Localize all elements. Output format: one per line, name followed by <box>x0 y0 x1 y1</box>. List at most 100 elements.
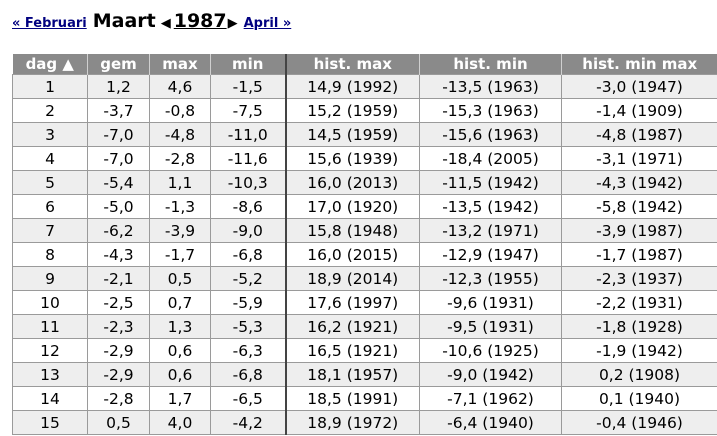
cell-hist-min: -12,9 (1947) <box>419 242 562 267</box>
cell-gem: -7,0 <box>87 122 150 147</box>
table-row: 2 -3,7 -0,8 -7,5 15,2 (1959) -15,3 (1963) -1,4… <box>12 98 717 123</box>
cell-max: -1,7 <box>149 242 211 267</box>
column-header-hist-min[interactable]: hist. min <box>419 54 562 75</box>
cell-hist-min: -7,1 (1962) <box>419 386 562 411</box>
cell-hist-max: 14,5 (1959) <box>284 122 420 147</box>
cell-hist-max: 14,9 (1992) <box>284 74 420 99</box>
cell-dag: 9 <box>12 266 88 291</box>
column-header-gem[interactable]: gem <box>87 54 150 75</box>
cell-min: -6,8 <box>210 242 286 267</box>
table-row: 7 -6,2 -3,9 -9,0 15,8 (1948) -13,2 (1971) -3,9… <box>12 218 717 243</box>
cell-gem: -5,0 <box>87 194 150 219</box>
cell-hist-min: -15,6 (1963) <box>419 122 562 147</box>
cell-gem: -2,9 <box>87 338 150 363</box>
column-header-hist-max[interactable]: hist. max <box>284 54 420 75</box>
prev-month-link[interactable]: « Februari <box>12 16 87 31</box>
cell-max: 0,6 <box>149 338 211 363</box>
cell-hist-min-max: -4,3 (1942) <box>561 170 717 195</box>
cell-hist-max: 15,6 (1939) <box>284 146 420 171</box>
cell-max: -3,9 <box>149 218 211 243</box>
cell-max: 1,7 <box>149 386 211 411</box>
year-selector[interactable]: 1987 <box>173 10 227 32</box>
cell-gem: -2,3 <box>87 314 150 339</box>
cell-dag: 10 <box>12 290 88 315</box>
cell-max: -2,8 <box>149 146 211 171</box>
cell-hist-max: 16,2 (1921) <box>284 314 420 339</box>
cell-gem: -2,9 <box>87 362 150 387</box>
cell-hist-max: 18,9 (2014) <box>284 266 420 291</box>
cell-gem: 1,2 <box>87 74 150 99</box>
cell-hist-min-max: 0,1 (1940) <box>561 386 717 411</box>
cell-gem: -2,1 <box>87 266 150 291</box>
cell-gem: -4,3 <box>87 242 150 267</box>
cell-hist-min: -10,6 (1925) <box>419 338 562 363</box>
cell-dag: 15 <box>12 410 88 435</box>
cell-hist-min: -11,5 (1942) <box>419 170 562 195</box>
cell-hist-max: 16,0 (2013) <box>284 170 420 195</box>
cell-dag: 11 <box>12 314 88 339</box>
cell-min: -6,5 <box>210 386 286 411</box>
cell-hist-min: -13,5 (1942) <box>419 194 562 219</box>
table-row: 13 -2,9 0,6 -6,8 18,1 (1957) -9,0 (1942) 0,2 (… <box>12 362 717 387</box>
cell-hist-max: 16,0 (2015) <box>284 242 420 267</box>
cell-hist-min: -18,4 (2005) <box>419 146 562 171</box>
cell-dag: 7 <box>12 218 88 243</box>
cell-hist-min: -15,3 (1963) <box>419 98 562 123</box>
cell-min: -1,5 <box>210 74 286 99</box>
table-row: 8 -4,3 -1,7 -6,8 16,0 (2015) -12,9 (1947) -1,7… <box>12 242 717 267</box>
column-header-max[interactable]: max <box>149 54 211 75</box>
next-month-link[interactable]: April » <box>243 16 292 31</box>
cell-gem: -7,0 <box>87 146 150 171</box>
cell-hist-min: -9,5 (1931) <box>419 314 562 339</box>
cell-min: -6,3 <box>210 338 286 363</box>
cell-hist-min-max: 0,2 (1908) <box>561 362 717 387</box>
table-row: 1 1,2 4,6 -1,5 14,9 (1992) -13,5 (1963) -3,0 (… <box>12 74 717 99</box>
cell-hist-min-max: -0,4 (1946) <box>561 410 717 435</box>
cell-max: -1,3 <box>149 194 211 219</box>
cell-min: -7,5 <box>210 98 286 123</box>
cell-dag: 3 <box>12 122 88 147</box>
cell-min: -11,0 <box>210 122 286 147</box>
cell-hist-min: -9,0 (1942) <box>419 362 562 387</box>
column-header-hist-min-max[interactable]: hist. min max <box>561 54 717 75</box>
prev-year-arrow-icon[interactable]: ◀ <box>160 16 171 31</box>
column-header-dag[interactable]: dag ▲ <box>12 54 88 75</box>
cell-min: -6,8 <box>210 362 286 387</box>
cell-min: -5,3 <box>210 314 286 339</box>
cell-hist-min-max: -4,8 (1987) <box>561 122 717 147</box>
next-year-arrow-icon[interactable]: ▶ <box>227 16 238 31</box>
table-row: 11 -2,3 1,3 -5,3 16,2 (1921) -9,5 (1931) -1,8 … <box>12 314 717 339</box>
table-row: 5 -5,4 1,1 -10,3 16,0 (2013) -11,5 (1942) -4,3… <box>12 170 717 195</box>
cell-hist-min-max: -1,8 (1928) <box>561 314 717 339</box>
cell-dag: 14 <box>12 386 88 411</box>
cell-dag: 2 <box>12 98 88 123</box>
cell-min: -9,0 <box>210 218 286 243</box>
month-navigation: « Februari Maart ◀ 1987 ▶ April » <box>12 10 291 40</box>
table-row: 4 -7,0 -2,8 -11,6 15,6 (1939) -18,4 (2005) -3,… <box>12 146 717 171</box>
cell-hist-max: 18,9 (1972) <box>284 410 420 435</box>
cell-max: -0,8 <box>149 98 211 123</box>
cell-min: -10,3 <box>210 170 286 195</box>
cell-hist-min: -13,5 (1963) <box>419 74 562 99</box>
cell-gem: -5,4 <box>87 170 150 195</box>
cell-max: 0,6 <box>149 362 211 387</box>
table-row: 14 -2,8 1,7 -6,5 18,5 (1991) -7,1 (1962) 0,1 (… <box>12 386 717 411</box>
cell-hist-max: 15,8 (1948) <box>284 218 420 243</box>
table-header-row: dag ▲ gem max min hist. max hist. min hi… <box>12 54 717 75</box>
cell-max: 0,5 <box>149 266 211 291</box>
table-row: 10 -2,5 0,7 -5,9 17,6 (1997) -9,6 (1931) -2,2 … <box>12 290 717 315</box>
cell-hist-max: 18,1 (1957) <box>284 362 420 387</box>
cell-dag: 1 <box>12 74 88 99</box>
cell-max: 4,6 <box>149 74 211 99</box>
cell-hist-min: -13,2 (1971) <box>419 218 562 243</box>
table-row: 9 -2,1 0,5 -5,2 18,9 (2014) -12,3 (1955) -2,3 … <box>12 266 717 291</box>
cell-min: -4,2 <box>210 410 286 435</box>
cell-hist-min: -12,3 (1955) <box>419 266 562 291</box>
cell-hist-max: 17,0 (1920) <box>284 194 420 219</box>
cell-min: -5,9 <box>210 290 286 315</box>
cell-hist-min-max: -2,3 (1937) <box>561 266 717 291</box>
cell-max: 1,1 <box>149 170 211 195</box>
cell-hist-min-max: -3,9 (1987) <box>561 218 717 243</box>
cell-dag: 4 <box>12 146 88 171</box>
column-header-min[interactable]: min <box>210 54 286 75</box>
